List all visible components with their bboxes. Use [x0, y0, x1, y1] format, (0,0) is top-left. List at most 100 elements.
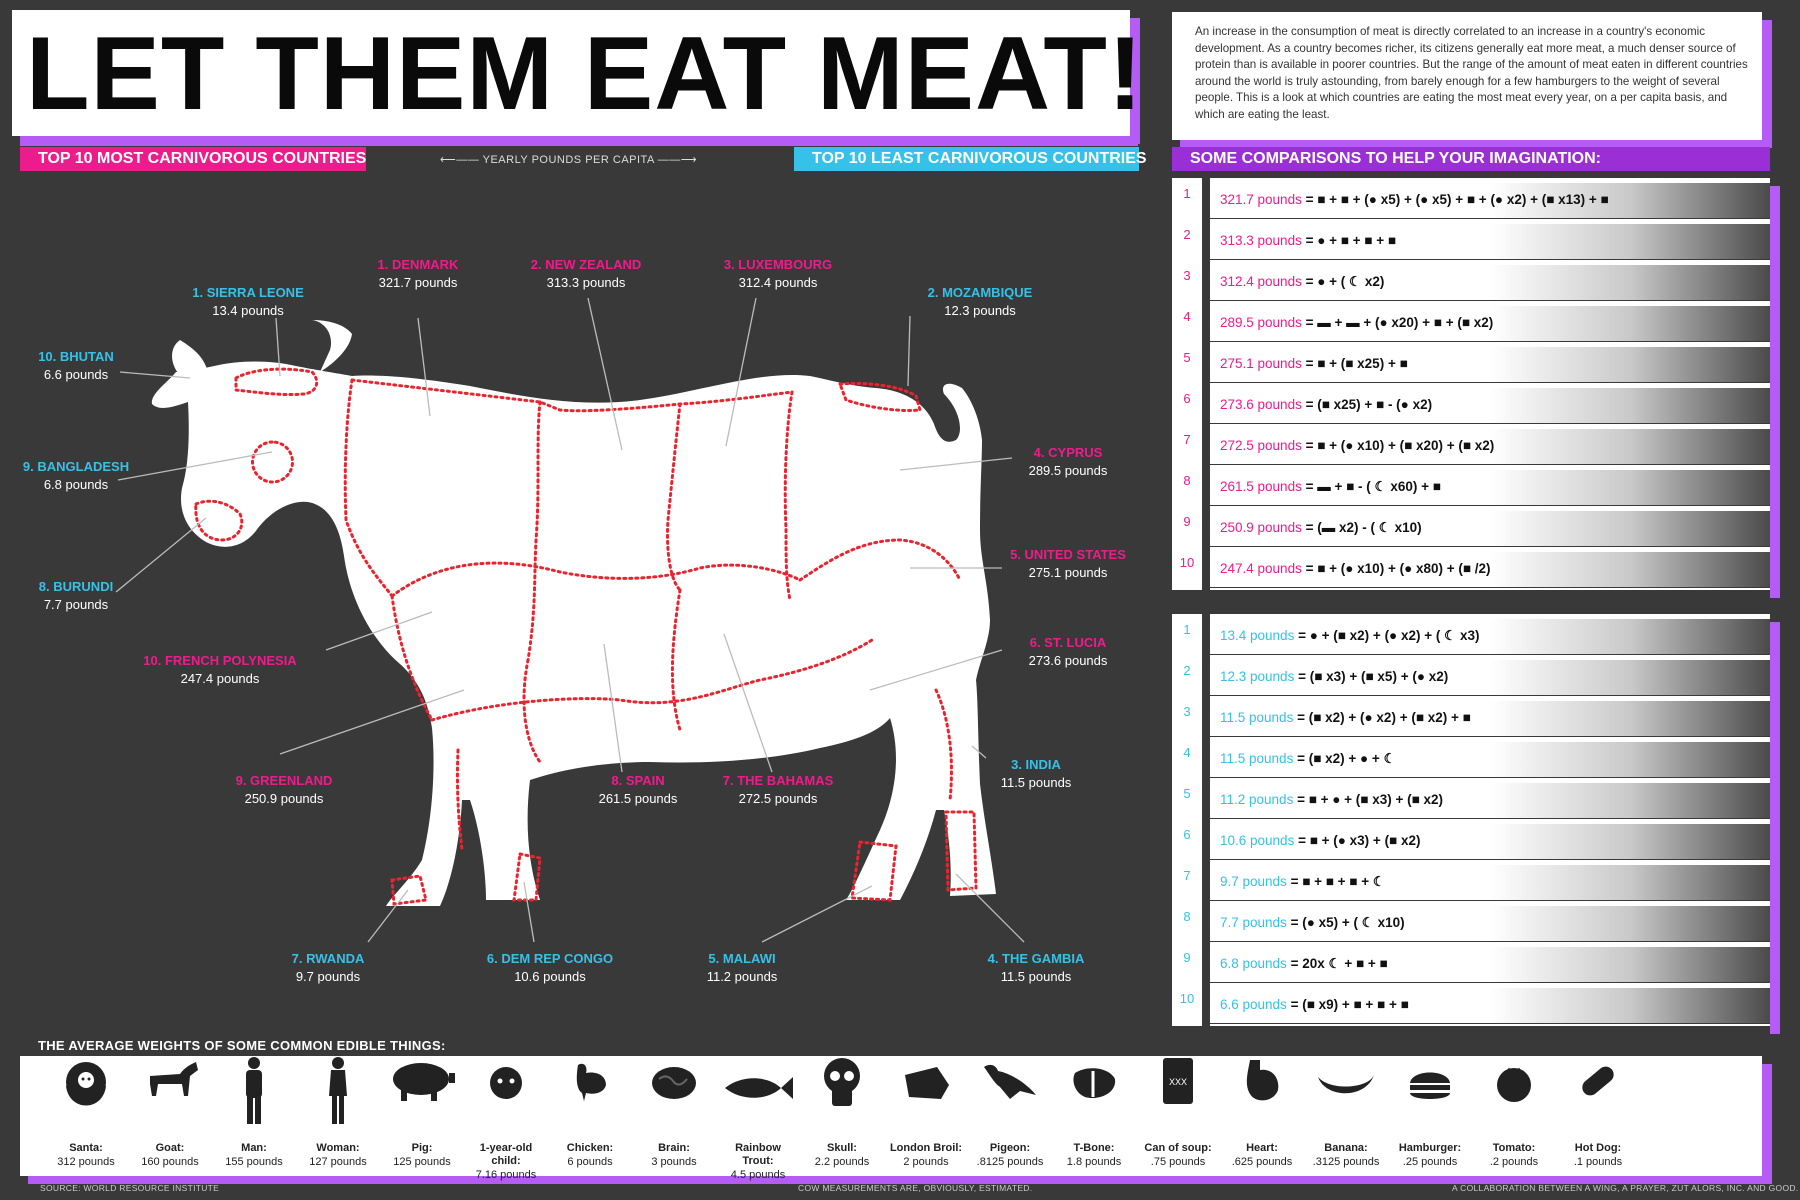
formula-text: = ● + (■ x2) + (● x2) + ( ☾ x3) [1298, 628, 1480, 643]
comparison-row: 5 275.1 pounds = ■ + (■ x25) + ■ [1172, 346, 1770, 384]
formula: 12.3 pounds = (■ x3) + (■ x5) + (● x2) [1220, 669, 1448, 684]
edible-weight: 160 pounds [141, 1156, 199, 1168]
chicken-icon [550, 1056, 630, 1142]
formula: 275.1 pounds = ■ + (■ x25) + ■ [1220, 356, 1408, 371]
gradient-bar [1210, 265, 1770, 301]
country-value: 261.5 pounds [598, 791, 678, 806]
formula-text: = ▬ + ■ - ( ☾ x60) + ■ [1305, 479, 1441, 494]
country-value: 321.7 pounds [378, 275, 458, 290]
edible-item: Heart: .625 pounds [1222, 1056, 1302, 1176]
most-label-the-bahamas: 7. THE BAHAMAS 272.5 pounds [723, 772, 834, 808]
edible-name: Brain: [658, 1142, 690, 1154]
formula-text: = ■ + ■ + ■ + ☾ [1290, 874, 1385, 889]
gradient-bar [1210, 552, 1770, 588]
t-bone-icon [1054, 1056, 1134, 1142]
formula-text: = ▬ + ▬ + (● x20) + ■ + (■ x2) [1305, 315, 1494, 330]
formula: 11.5 pounds = (■ x2) + ● + ☾ [1220, 751, 1396, 767]
comparison-row: 1 13.4 pounds = ● + (■ x2) + (● x2) + ( ☾… [1172, 618, 1770, 656]
comparison-row: 9 250.9 pounds = (▬ x2) - ( ☾ x10) [1172, 510, 1770, 548]
rank: 6 [1183, 391, 1191, 406]
edible-weight: .2 pounds [1489, 1156, 1539, 1168]
value: 321.7 pounds [1220, 192, 1302, 207]
formula-text: = ■ + ● + (■ x3) + (■ x2) [1297, 792, 1444, 807]
value: 313.3 pounds [1220, 233, 1302, 248]
country-value: 12.3 pounds [944, 303, 1016, 318]
least-label-malawi: 5. MALAWI 11.2 pounds [707, 950, 778, 986]
edible-name: Santa: [69, 1142, 103, 1154]
formula: 289.5 pounds = ▬ + ▬ + (● x20) + ■ + (■ … [1220, 315, 1493, 330]
most-label-denmark: 1. DENMARK 321.7 pounds [378, 256, 459, 292]
intro-shadow [1762, 20, 1772, 148]
comparisons-heading: SOME COMPARISONS TO HELP YOUR IMAGINATIO… [1172, 147, 1770, 171]
edible-name: Banana: [1324, 1142, 1368, 1154]
gradient-bar [1210, 660, 1770, 696]
gradient-bar [1210, 783, 1770, 819]
edible-item: Banana: .3125 pounds [1306, 1056, 1386, 1176]
title-shadow [1130, 18, 1140, 144]
rank: 7 [1183, 432, 1191, 447]
soup-can-label: XXX [1169, 1077, 1187, 1087]
comparison-row: 6 10.6 pounds = ■ + (● x3) + (■ x2) [1172, 823, 1770, 861]
value: 6.8 pounds [1220, 956, 1287, 971]
comparison-row: 3 11.5 pounds = (■ x2) + (● x2) + (■ x2) … [1172, 700, 1770, 738]
cow-diagram [115, 297, 1025, 943]
edible-weight: 155 pounds [225, 1156, 283, 1168]
least-label-bangladesh: 9. BANGLADESH 6.8 pounds [23, 458, 129, 494]
country-value: 10.6 pounds [514, 969, 586, 984]
formula: 261.5 pounds = ▬ + ■ - ( ☾ x60) + ■ [1220, 479, 1441, 495]
edible-name: Man: [241, 1142, 267, 1154]
edible-weight: 125 pounds [393, 1156, 451, 1168]
rank: 5 [1183, 786, 1191, 801]
formula: 312.4 pounds = ● + ( ☾ x2) [1220, 274, 1384, 290]
edible-weight: 3 pounds [651, 1156, 697, 1168]
comparison-row: 2 313.3 pounds = ● + ■ + ■ + ■ [1172, 223, 1770, 261]
edible-name: London Broil: [889, 1142, 963, 1154]
value: 6.6 pounds [1220, 997, 1287, 1012]
formula-text: = (■ x2) + ● + ☾ [1297, 751, 1396, 766]
least-label-sierra-leone: 1. SIERRA LEONE 13.4 pounds [192, 284, 303, 320]
formula-text: = (● x5) + ( ☾ x10) [1290, 915, 1405, 930]
formula-text: = (■ x9) + ■ + ■ + ■ [1290, 997, 1409, 1012]
value: 12.3 pounds [1220, 669, 1295, 684]
country-name: 7. THE BAHAMAS [722, 773, 834, 788]
country-name: 5. UNITED STATES [1010, 547, 1126, 562]
edible-item: 1-year-old child: 7.16 pounds [466, 1056, 546, 1181]
santa-icon [46, 1056, 126, 1142]
edible-weight: 1.8 pounds [1066, 1156, 1122, 1168]
country-value: 272.5 pounds [738, 791, 818, 806]
brain-icon [634, 1056, 714, 1142]
edible-name: T-Bone: [1073, 1142, 1115, 1154]
edible-name: Woman: [316, 1142, 360, 1154]
edible-weight: 6 pounds [567, 1156, 613, 1168]
country-value: 11.5 pounds [1000, 969, 1072, 984]
edible-name: Chicken: [566, 1142, 614, 1154]
rank: 4 [1183, 309, 1191, 324]
formula-text: = (■ x25) + ■ - (● x2) [1305, 397, 1433, 412]
edibles-shadow [28, 1176, 1770, 1184]
most-label-st-lucia: 6. ST. LUCIA 273.6 pounds [1029, 634, 1108, 670]
formula: 6.8 pounds = 20x ☾ + ■ + ■ [1220, 956, 1388, 972]
formula: 10.6 pounds = ■ + (● x3) + (■ x2) [1220, 833, 1420, 848]
gradient-bar [1210, 742, 1770, 778]
country-name: 4. CYPRUS [1033, 445, 1103, 460]
formula-text: = ■ + (● x10) + (■ x20) + (■ x2) [1305, 438, 1495, 453]
edible-item: Brain: 3 pounds [634, 1056, 714, 1176]
country-value: 313.3 pounds [546, 275, 626, 290]
rank: 2 [1183, 227, 1191, 242]
value: 312.4 pounds [1220, 274, 1302, 289]
edible-name: Tomato: [1492, 1142, 1536, 1154]
country-name: 1. DENMARK [377, 257, 459, 272]
comparison-row: 10 247.4 pounds = ■ + (● x10) + (● x80) +… [1172, 551, 1770, 589]
panel-divider [1202, 614, 1210, 1026]
edible-name: Pig: [411, 1142, 433, 1154]
estimate-note: COW MEASUREMENTS ARE, OBVIOUSLY, ESTIMAT… [798, 1183, 1033, 1193]
comparison-row: 8 261.5 pounds = ▬ + ■ - ( ☾ x60) + ■ [1172, 469, 1770, 507]
comparison-row: 10 6.6 pounds = (■ x9) + ■ + ■ + ■ [1172, 987, 1770, 1025]
country-name: 9. GREENLAND [235, 773, 333, 788]
country-value: 275.1 pounds [1028, 565, 1108, 580]
comparison-row: 5 11.2 pounds = ■ + ● + (■ x3) + (■ x2) [1172, 782, 1770, 820]
man-icon [214, 1056, 294, 1142]
child-icon [466, 1056, 546, 1142]
value: 272.5 pounds [1220, 438, 1302, 453]
banana-icon [1306, 1056, 1386, 1142]
